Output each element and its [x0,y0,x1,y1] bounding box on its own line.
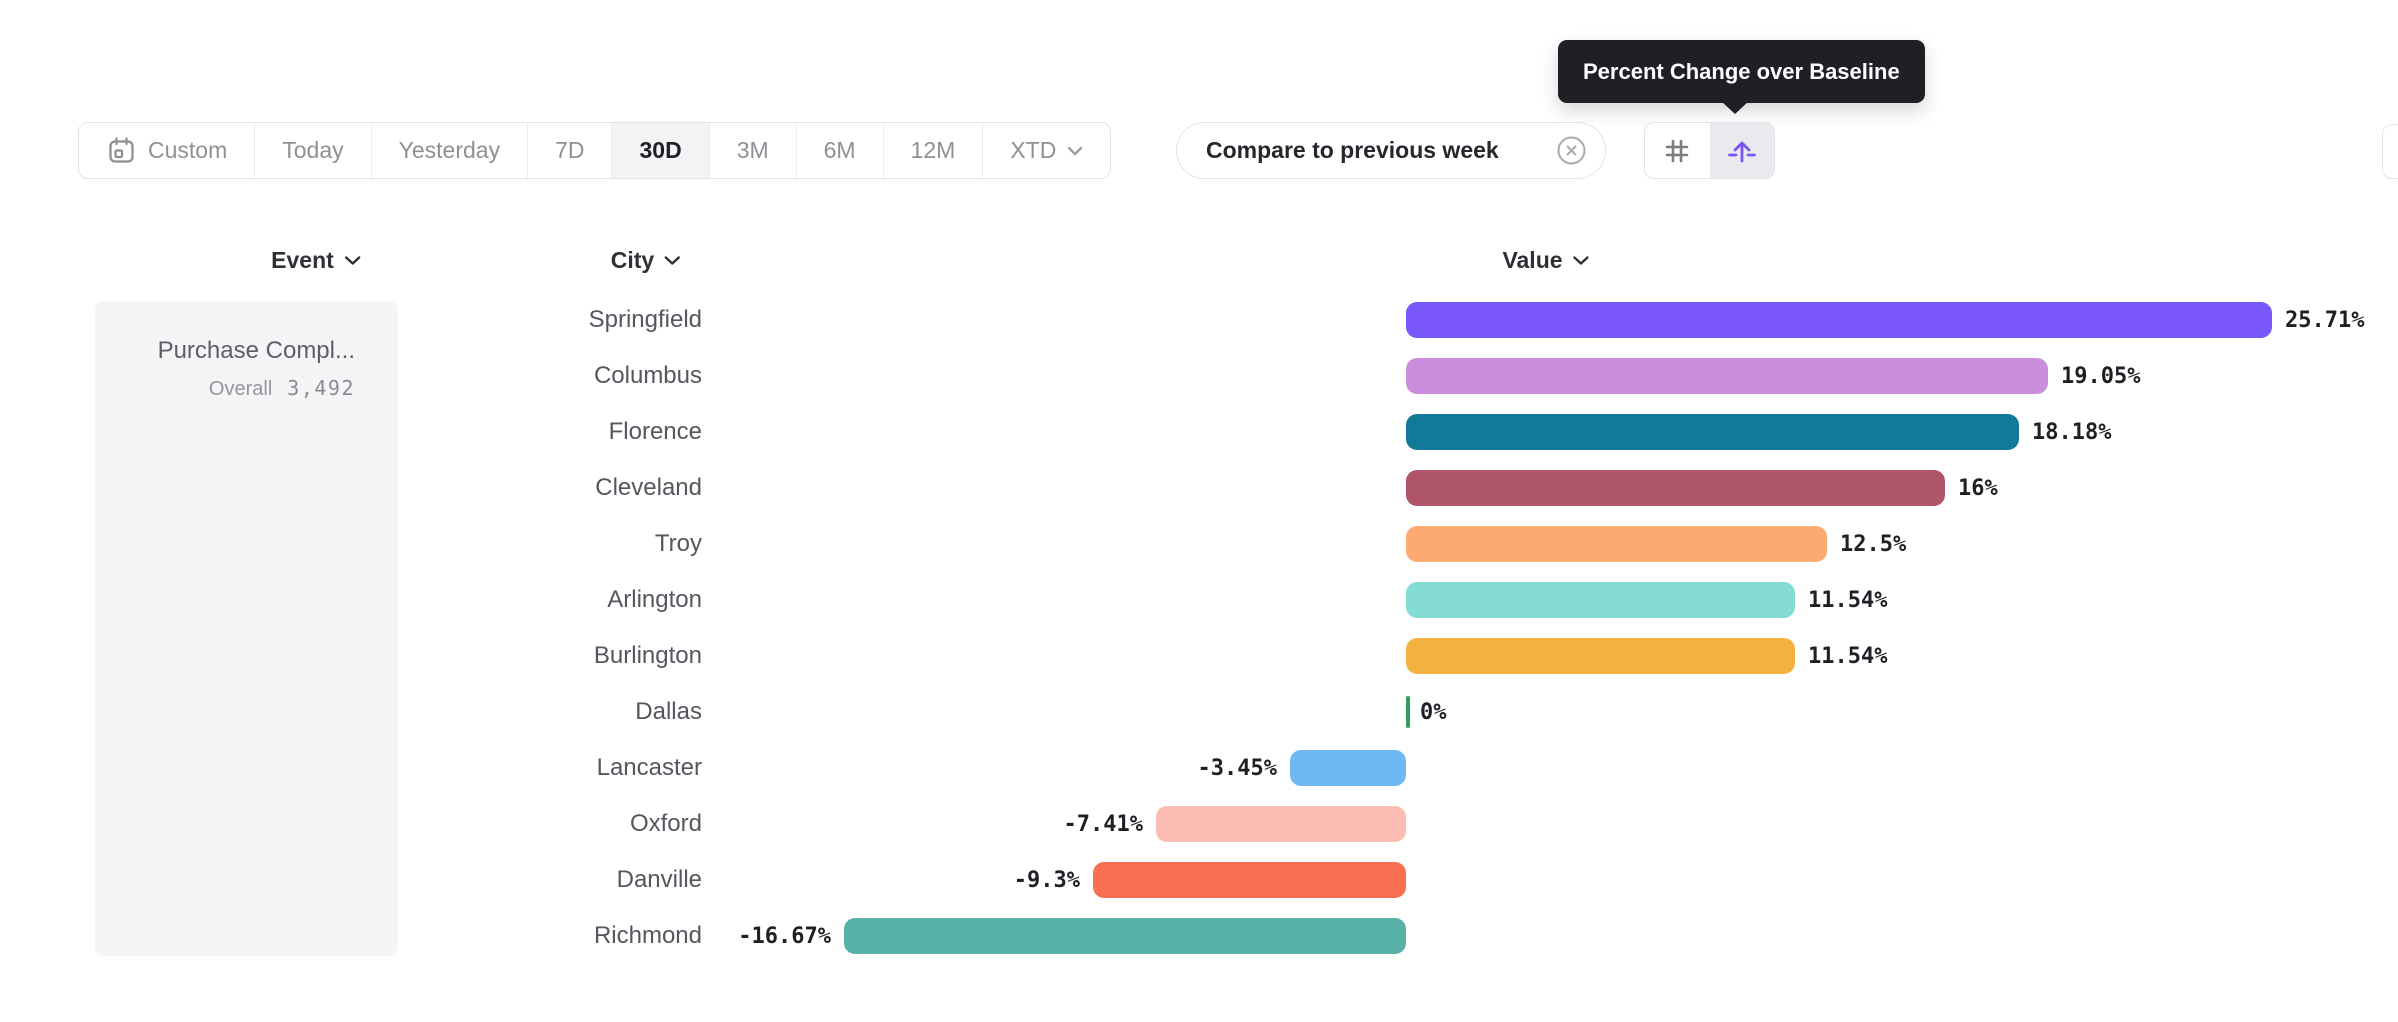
event-panel[interactable]: Purchase Compl... Overall 3,492 [95,301,398,956]
value-label: -3.45% [1197,756,1277,781]
bar-florence[interactable] [1406,414,2019,450]
city-label: Danville [616,866,702,893]
date-range-label: Yesterday [398,137,501,163]
city-label: Troy [654,530,702,557]
date-range-today[interactable]: Today [255,123,372,178]
column-header-event[interactable]: Event [271,247,361,274]
hash-icon [1662,136,1692,166]
date-range-label: Today [282,137,344,163]
bar-richmond[interactable] [844,918,1406,954]
city-label: Florence [608,418,702,445]
event-metric: Overall 3,492 [95,376,355,401]
value-label: -7.41% [1063,812,1143,837]
metric-label: Overall [208,378,273,400]
event-header-label: Event [271,247,334,273]
chart-row-lancaster: Lancaster -3.45% [0,740,2398,796]
value-label: -16.67% [738,924,831,949]
chart-row-springfield: Springfield 25.71% [0,292,2398,348]
partial-button[interactable] [2382,124,2398,179]
date-range-label: 3M [736,137,769,163]
metric-value: 3,492 [287,376,355,400]
value-label: 16% [1958,476,1998,501]
date-range-label: 30D [639,137,682,163]
value-header-label: Value [1502,247,1563,273]
date-range-custom[interactable]: Custom [79,123,256,178]
bar-columbus[interactable] [1406,358,2048,394]
city-label: Richmond [593,922,702,949]
percent-change-toggle[interactable] [1709,123,1774,178]
chart-row-danville: Danville -9.3% [0,852,2398,908]
chart-row-burlington: Burlington 11.54% [0,628,2398,684]
bar-springfield[interactable] [1406,302,2272,338]
date-range-label: Custom [148,137,228,163]
city-label: Burlington [593,642,702,669]
tooltip-percent-change: Percent Change over Baseline [1558,40,1925,103]
date-range-7d[interactable]: 7D [528,123,613,178]
bar-troy[interactable] [1406,526,1827,562]
city-header-label: City [610,247,655,273]
city-label: Columbus [593,362,702,389]
city-label: Oxford [629,810,702,837]
date-range-30d[interactable]: 30D [612,123,710,178]
city-label: Lancaster [596,754,702,781]
chart-row-oxford: Oxford -7.41% [0,796,2398,852]
city-label: Cleveland [595,474,702,501]
chevron-down-icon [1067,146,1083,156]
date-range-label: XTD [1010,137,1057,163]
chart-row-florence: Florence 18.18% [0,404,2398,460]
compare-label: Compare to previous week [1206,137,1499,163]
bar-danville[interactable] [1093,862,1406,898]
value-display-toggle [1644,122,1775,179]
chart-row-columbus: Columbus 19.05% [0,348,2398,404]
value-label: 11.54% [1808,588,1888,613]
value-label: 11.54% [1808,644,1888,669]
baseline-arrow-icon [1726,135,1758,167]
city-label: Arlington [607,586,702,613]
date-range-yesterday[interactable]: Yesterday [372,123,529,178]
bar-oxford[interactable] [1156,806,1406,842]
date-range-xtd[interactable]: XTD [983,123,1110,178]
bar-burlington[interactable] [1406,638,1795,674]
dismiss-circle-icon[interactable] [1556,135,1587,166]
value-label: 12.5% [1840,532,1907,557]
chart-row-dallas: Dallas 0% [0,684,2398,740]
chart-row-arlington: Arlington 11.54% [0,572,2398,628]
chart-row-troy: Troy 12.5% [0,516,2398,572]
column-header-value[interactable]: Value [1502,247,1589,274]
tooltip-text: Percent Change over Baseline [1583,58,1900,84]
compare-pill[interactable]: Compare to previous week [1176,122,1606,179]
date-range-12m[interactable]: 12M [884,123,984,178]
date-range-6m[interactable]: 6M [797,123,884,178]
chart-row-cleveland: Cleveland 16% [0,460,2398,516]
calendar-icon [106,135,137,166]
actual-values-toggle[interactable] [1645,123,1710,178]
value-label: 18.18% [2032,420,2112,445]
date-range-label: 7D [555,137,585,163]
event-name: Purchase Compl... [157,337,355,364]
bar-lancaster[interactable] [1290,750,1406,786]
value-label: 0% [1420,700,1447,725]
tooltip-caret [1721,101,1749,114]
city-label: Springfield [588,306,702,333]
bar-chart: Springfield 25.71% Columbus 19.05% Florence 1… [0,292,2398,964]
value-label: 19.05% [2061,364,2141,389]
column-header-city[interactable]: City [611,247,681,274]
bar-dallas[interactable] [1406,696,1410,728]
date-range-3m[interactable]: 3M [710,123,797,178]
city-label: Dallas [635,698,702,725]
bar-cleveland[interactable] [1406,470,1945,506]
date-range-control: Custom Today Yesterday 7D 30D 3M 6M 12M XTD [78,122,1112,179]
chart-row-richmond: Richmond -16.67% [0,908,2398,964]
value-label: -9.3% [1013,868,1080,893]
date-range-label: 12M [910,137,956,163]
value-label: 25.71% [2285,308,2365,333]
bar-arlington[interactable] [1406,582,1795,618]
date-range-label: 6M [823,137,856,163]
